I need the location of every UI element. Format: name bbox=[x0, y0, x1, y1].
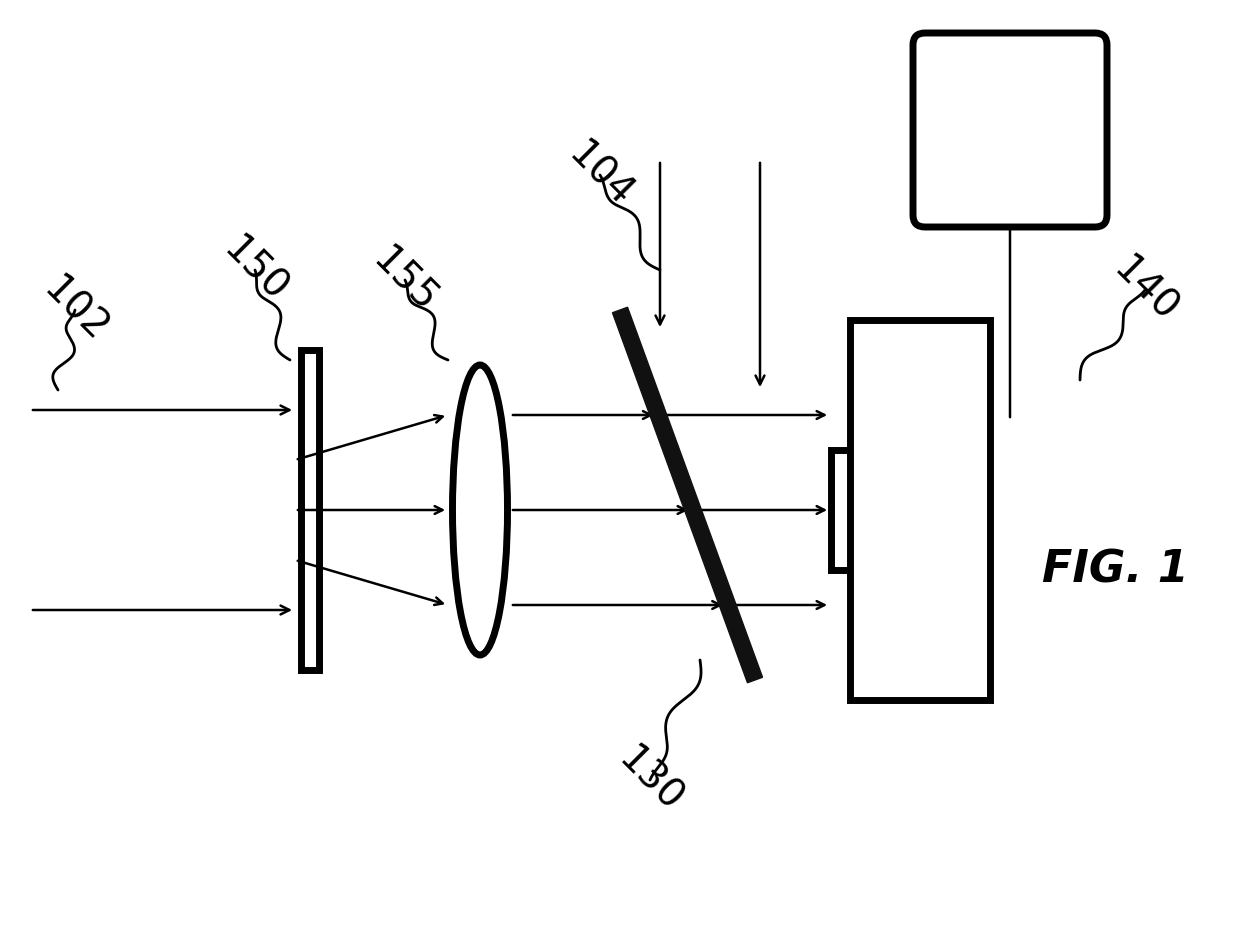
Text: FIG. 1: FIG. 1 bbox=[1042, 549, 1188, 592]
Text: 102: 102 bbox=[35, 270, 115, 350]
Text: 130: 130 bbox=[610, 740, 689, 820]
Bar bbox=[849, 320, 990, 700]
FancyBboxPatch shape bbox=[913, 33, 1107, 227]
Text: 104: 104 bbox=[560, 136, 640, 215]
Bar bbox=[301, 350, 319, 670]
Polygon shape bbox=[613, 307, 763, 683]
Bar bbox=[831, 450, 859, 570]
Text: 140: 140 bbox=[1105, 250, 1184, 330]
Text: 160: 160 bbox=[960, 104, 1060, 156]
Ellipse shape bbox=[453, 365, 507, 655]
Text: 150: 150 bbox=[216, 230, 295, 310]
Text: 155: 155 bbox=[366, 241, 445, 319]
